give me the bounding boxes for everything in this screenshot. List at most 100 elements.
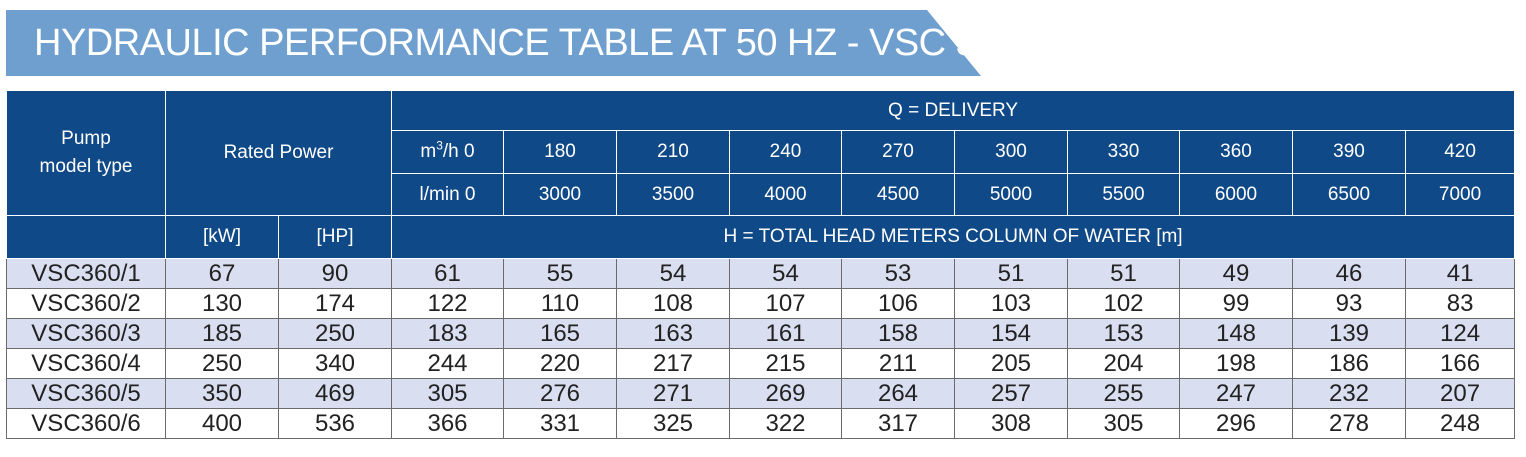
hp-cell: 469	[278, 378, 392, 409]
head-cell: 271	[616, 378, 730, 409]
head-cell: 158	[841, 318, 955, 349]
head-cell: 247	[1179, 378, 1293, 409]
head-cell: 102	[1067, 288, 1180, 319]
head-cell: 99	[1179, 288, 1293, 319]
head-cell: 53	[841, 258, 955, 289]
head-header: H = TOTAL HEAD METERS COLUMN OF WATER [m…	[390, 215, 1516, 259]
head-cell: 83	[1404, 288, 1516, 319]
head-cell: 183	[391, 318, 504, 349]
head-cell: 325	[616, 408, 730, 439]
m3h-value: 180	[503, 130, 617, 174]
table-row: VSC360/1 67 90 61 55 54 54 53 51 51 49 46 41	[6, 258, 1516, 289]
rated-power-header: Rated Power	[165, 90, 392, 216]
delivery-header: Q = DELIVERY	[390, 90, 1516, 131]
head-cell: 257	[954, 378, 1068, 409]
head-cell: 305	[1067, 408, 1180, 439]
head-cell: 161	[729, 318, 842, 349]
head-cell: 269	[729, 378, 842, 409]
head-cell: 106	[841, 288, 955, 319]
kw-unit: [kW]	[165, 215, 279, 259]
head-cell: 366	[391, 408, 504, 439]
kw-cell: 400	[165, 408, 279, 439]
table-row: VSC360/6 400 536 366 331 325 322 317 308 305 296 27…	[6, 408, 1516, 439]
kw-cell: 350	[165, 378, 279, 409]
head-cell: 93	[1292, 288, 1406, 319]
head-cell: 153	[1067, 318, 1180, 349]
lmin-value: 6500	[1292, 173, 1406, 216]
m3h-suffix: /h 0	[442, 141, 475, 162]
head-cell: 51	[1067, 258, 1180, 289]
m3h-sup: 3	[436, 138, 443, 153]
title-banner: HYDRAULIC PERFORMANCE TABLE AT 50 HZ - V…	[6, 10, 981, 76]
model-cell: VSC360/2	[6, 288, 166, 319]
head-cell: 163	[616, 318, 730, 349]
head-cell: 276	[503, 378, 617, 409]
pump-model-line1: Pump	[61, 128, 111, 149]
head-cell: 54	[729, 258, 842, 289]
hp-cell: 174	[278, 288, 392, 319]
head-cell: 41	[1404, 258, 1516, 289]
head-cell: 49	[1179, 258, 1293, 289]
m3h-unit: m	[420, 141, 437, 162]
head-cell: 204	[1067, 348, 1180, 379]
head-cell: 255	[1067, 378, 1180, 409]
table-header: Pump model type Rated Power Q = DELIVERY…	[6, 90, 1516, 259]
lmin-value: 4000	[729, 173, 842, 216]
head-cell: 166	[1404, 348, 1516, 379]
kw-cell: 67	[165, 258, 279, 289]
lmin-value: 5000	[954, 173, 1068, 216]
head-cell: 148	[1179, 318, 1293, 349]
head-cell: 51	[954, 258, 1068, 289]
pump-model-unit-blank	[6, 215, 166, 259]
table-row: VSC360/3 185 250 183 165 163 161 158 154 153 148 13…	[6, 318, 1516, 349]
head-cell: 217	[616, 348, 730, 379]
hp-cell: 536	[278, 408, 392, 439]
head-cell: 248	[1404, 408, 1516, 439]
head-cell: 124	[1404, 318, 1516, 349]
lmin-value: 5500	[1067, 173, 1180, 216]
head-cell: 207	[1404, 378, 1516, 409]
model-cell: VSC360/5	[6, 378, 166, 409]
head-cell: 305	[391, 378, 504, 409]
m3h-value: 300	[954, 130, 1068, 174]
m3h-value: 210	[616, 130, 730, 174]
hp-cell: 90	[278, 258, 392, 289]
head-cell: 107	[729, 288, 842, 319]
lmin-value: 4500	[841, 173, 955, 216]
head-cell: 61	[391, 258, 504, 289]
table-row: VSC360/5 350 469 305 276 271 269 264 257 255 247 23…	[6, 378, 1516, 409]
kw-cell: 130	[165, 288, 279, 319]
m3h-value: 390	[1292, 130, 1406, 174]
head-cell: 232	[1292, 378, 1406, 409]
m3h-unit-label: m3/h 0	[391, 130, 504, 174]
head-cell: 308	[954, 408, 1068, 439]
table-body: VSC360/1 67 90 61 55 54 54 53 51 51 49 46 41 VSC360/2…	[6, 258, 1516, 439]
model-cell: VSC360/1	[6, 258, 166, 289]
head-cell: 54	[616, 258, 730, 289]
head-cell: 198	[1179, 348, 1293, 379]
m3h-value: 330	[1067, 130, 1180, 174]
page-title: HYDRAULIC PERFORMANCE TABLE AT 50 HZ - V…	[34, 22, 1018, 64]
hp-cell: 340	[278, 348, 392, 379]
head-cell: 278	[1292, 408, 1406, 439]
m3h-value: 420	[1404, 130, 1516, 174]
head-cell: 220	[503, 348, 617, 379]
performance-table: Pump model type Rated Power Q = DELIVERY…	[6, 90, 1516, 439]
head-cell: 165	[503, 318, 617, 349]
head-cell: 264	[841, 378, 955, 409]
model-cell: VSC360/6	[6, 408, 166, 439]
head-cell: 331	[503, 408, 617, 439]
head-cell: 322	[729, 408, 842, 439]
table-row: VSC360/4 250 340 244 220 217 215 211 205 204 198 18…	[6, 348, 1516, 379]
table-row: VSC360/2 130 174 122 110 108 107 106 103 102 99 93 8…	[6, 288, 1516, 319]
head-cell: 103	[954, 288, 1068, 319]
m3h-value: 360	[1179, 130, 1293, 174]
lmin-value: 3500	[616, 173, 730, 216]
kw-cell: 250	[165, 348, 279, 379]
head-cell: 317	[841, 408, 955, 439]
head-cell: 205	[954, 348, 1068, 379]
m3h-value: 270	[841, 130, 955, 174]
head-cell: 186	[1292, 348, 1406, 379]
lmin-value: 7000	[1404, 173, 1516, 216]
head-cell: 215	[729, 348, 842, 379]
